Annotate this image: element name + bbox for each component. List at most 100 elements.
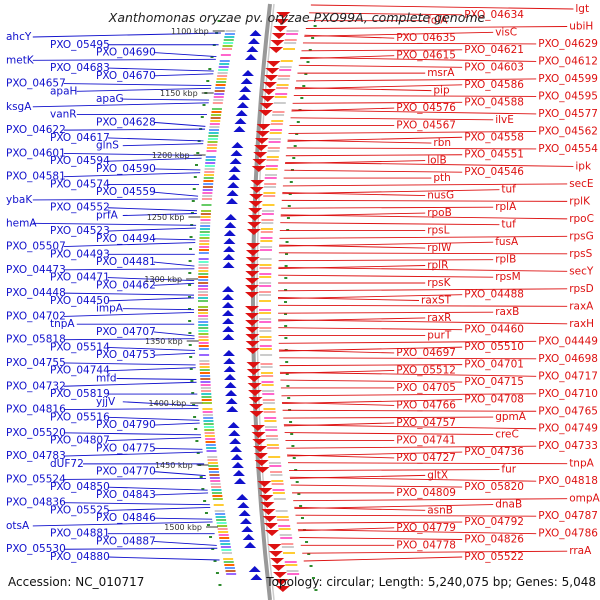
cog-bar-right xyxy=(265,168,278,170)
gene-label-minus: PXO_05819 xyxy=(50,388,110,400)
gene-label-minus: PXO_04887 xyxy=(96,535,156,547)
cog-bar-left xyxy=(198,264,209,266)
gene-label-plus: PXO_04727 xyxy=(396,452,456,464)
cog-bar-right xyxy=(281,543,294,545)
plus-strand-arrow xyxy=(246,362,261,368)
gene-label-plus: PXO_04787 xyxy=(538,510,598,522)
cog-bar-right xyxy=(284,39,297,41)
leader-line-plus xyxy=(278,252,568,255)
cog-bar-left xyxy=(198,327,209,329)
leader-line-minus xyxy=(63,128,206,131)
ring-dot-right xyxy=(302,85,306,87)
gene-label-plus: rpoC xyxy=(569,213,594,225)
gene-label-plus: PXO_04634 xyxy=(464,9,524,21)
cog-bar-left xyxy=(211,492,222,494)
cog-bar-left xyxy=(217,528,228,530)
minus-strand-arrow xyxy=(227,182,240,188)
leader-line-minus xyxy=(153,422,200,426)
gene-label-plus: rplA xyxy=(495,201,517,213)
cog-bar-left xyxy=(200,381,211,383)
cog-bar-left xyxy=(207,138,218,140)
cog-bar-left xyxy=(209,474,220,476)
gene-label-minus: PXO_05818 xyxy=(6,334,66,346)
plus-strand-arrow xyxy=(247,383,262,389)
ring-dot-left xyxy=(209,536,213,538)
ring-dot-left xyxy=(188,332,192,334)
minus-strand-arrow xyxy=(242,534,255,540)
minus-strand-arrow xyxy=(230,446,243,452)
plus-strand-arrow xyxy=(254,138,269,144)
cog-bar-left xyxy=(207,456,218,458)
gene-label-plus: PXO_04558 xyxy=(464,131,524,143)
plus-strand-arrow xyxy=(264,530,279,536)
gene-label-minus: PXO_04702 xyxy=(6,310,66,322)
cog-bar-left xyxy=(215,84,226,86)
leader-line-minus xyxy=(63,152,202,156)
gene-label-minus: otsA xyxy=(6,520,30,532)
leader-line-minus xyxy=(107,227,196,232)
leader-line-minus xyxy=(107,556,220,561)
ring-dot-left xyxy=(193,176,197,178)
gene-label-plus: PXO_04766 xyxy=(396,399,456,411)
minus-strand-arrow xyxy=(222,286,235,292)
gene-label-minus: vanR xyxy=(50,109,77,121)
gene-label-plus: PXO_04765 xyxy=(538,405,598,417)
gene-label-plus: PXO_04621 xyxy=(464,44,524,56)
ring-dot-left xyxy=(196,452,200,454)
gene-label-plus: rpsD xyxy=(569,283,594,295)
gene-label-plus: PXO_04603 xyxy=(464,61,524,73)
ring-dot-left xyxy=(188,284,192,286)
leader-line-minus xyxy=(76,87,211,92)
gene-label-plus: rpsM xyxy=(495,271,521,283)
plus-strand-arrow xyxy=(263,523,278,529)
cog-bar-left xyxy=(198,306,209,308)
gene-label-plus: PXO_04488 xyxy=(464,289,524,301)
cog-bar-right xyxy=(270,129,283,131)
leader-line-plus xyxy=(302,550,568,554)
cog-bar-right xyxy=(260,231,273,233)
cog-bar-right xyxy=(278,525,291,527)
gene-label-plus: asnB xyxy=(427,504,453,516)
minus-strand-arrow xyxy=(224,222,237,228)
plus-strand-arrow xyxy=(260,502,275,508)
plus-strand-arrow xyxy=(260,96,275,102)
gene-label-minus: PXO_04559 xyxy=(96,186,156,198)
gene-label-plus: PXO_04615 xyxy=(396,50,456,62)
ring-dot-left xyxy=(206,524,210,526)
minus-strand-arrow xyxy=(249,30,262,36)
cog-bar-left xyxy=(204,171,215,173)
cog-bar-left xyxy=(210,117,221,119)
ring-dot-right xyxy=(295,133,299,135)
cog-bar-right xyxy=(287,573,300,575)
plus-strand-arrow xyxy=(250,425,265,431)
ring-dot-left xyxy=(190,212,194,214)
gene-label-plus: PXO_04736 xyxy=(464,446,524,458)
ring-dot-left xyxy=(194,164,198,166)
leader-line-minus xyxy=(32,58,216,61)
gene-label-minus: PXO_04462 xyxy=(96,279,156,291)
ring-dot-right xyxy=(285,373,289,375)
leader-line-plus xyxy=(289,476,537,482)
leader-line-plus xyxy=(286,445,537,449)
cog-bar-left xyxy=(202,195,213,197)
ring-dot-left xyxy=(204,512,208,514)
leader-line-minus xyxy=(153,238,196,241)
gene-label-minus: yjjV xyxy=(96,396,116,408)
kbp-tick-label: 1350 kbp xyxy=(145,337,183,346)
gene-label-minus: PXO_04473 xyxy=(6,264,66,276)
cog-bar-left xyxy=(198,291,209,293)
cog-bar-left xyxy=(222,45,233,47)
gene-label-minus: PXO_05516 xyxy=(50,411,110,423)
cog-bar-left xyxy=(218,534,229,536)
leader-line-minus xyxy=(63,338,195,341)
gene-label-minus: PXO_05514 xyxy=(50,341,110,353)
cog-bar-right xyxy=(261,375,274,377)
cog-bar-left xyxy=(216,522,227,524)
leader-line-plus xyxy=(279,357,537,360)
cog-bar-right xyxy=(271,120,284,122)
leader-line-plus xyxy=(278,304,568,307)
cog-bar-left xyxy=(200,375,211,377)
cog-bar-right xyxy=(264,177,277,179)
plus-strand-arrow xyxy=(253,446,268,452)
minus-strand-arrow xyxy=(244,542,257,548)
